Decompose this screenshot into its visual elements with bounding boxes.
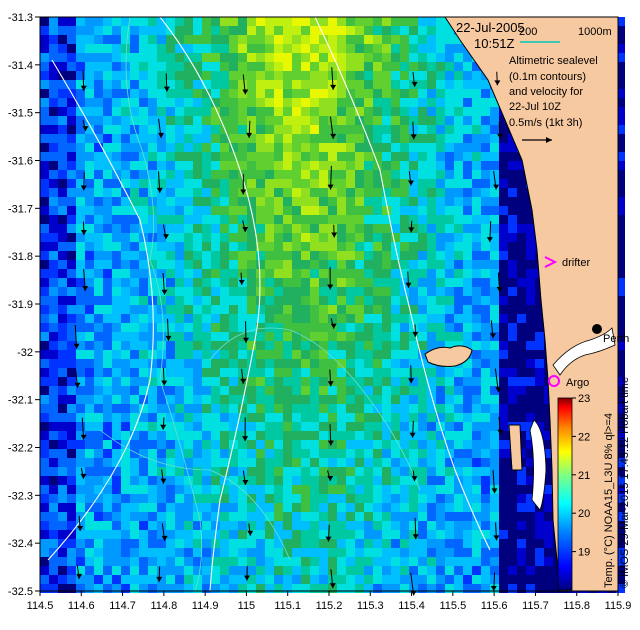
y-tick-label: -32.3 xyxy=(8,490,33,502)
perth-label: Perth xyxy=(603,333,629,345)
y-tick-label: -32.4 xyxy=(8,538,33,550)
drifter-label: drifter xyxy=(562,257,590,269)
x-tick-label: 114.8 xyxy=(150,600,177,612)
sealevel-contour-2 xyxy=(209,327,421,491)
x-tick-label: 115 xyxy=(238,600,256,612)
colorbar-gradient xyxy=(557,397,573,591)
isobath-east xyxy=(314,16,491,551)
x-tick-label: 115.1 xyxy=(274,600,301,612)
y-tick-label: -32.1 xyxy=(8,395,33,407)
y-tick-label: -31.6 xyxy=(8,156,33,168)
isobath-mid xyxy=(159,16,261,592)
argo-marker xyxy=(548,375,560,387)
perth-marker xyxy=(592,324,602,334)
x-tick-label: 114.7 xyxy=(109,600,136,612)
y-tick-label: -32 xyxy=(17,347,33,359)
x-tick-label: 115.6 xyxy=(481,600,508,612)
colorbar-tick-label: 19 xyxy=(578,547,590,559)
y-tick-label: -31.9 xyxy=(8,299,33,311)
garden-island xyxy=(508,424,523,471)
x-tick-label: 115.4 xyxy=(398,600,425,612)
colorbar-tick-label: 20 xyxy=(578,508,590,520)
scale-bar-label: 200 xyxy=(519,26,537,38)
info-line-5: 0.5m/s (1kt 3h) xyxy=(509,117,582,129)
swan-river xyxy=(552,327,616,376)
velocity-arrows xyxy=(73,67,504,596)
argo-label: Argo xyxy=(566,377,589,389)
info-line-2: (0.1m contours) xyxy=(509,71,586,83)
y-axis: -31.3 -31.4 -31.5 -31.6 -31.7 -31.8 -31.9 -32 -3… xyxy=(8,12,40,598)
info-line-4: 22-Jul 10Z xyxy=(509,101,561,113)
legend-arrowhead xyxy=(546,137,552,143)
x-tick-label: 114.5 xyxy=(27,600,54,612)
x-tick-label: 115.9 xyxy=(605,600,632,612)
sealevel-contour-1 xyxy=(125,16,203,592)
x-tick-label: 114.6 xyxy=(68,600,95,612)
colorbar xyxy=(557,397,573,591)
x-tick-label: 115.7 xyxy=(522,600,549,612)
time-label: 10:51Z xyxy=(474,36,515,51)
info-line-1: Altimetric sealevel xyxy=(509,55,598,67)
colorbar-ticks: 19 20 21 22 23 xyxy=(572,393,590,559)
isobath-west xyxy=(47,59,154,561)
colorbar-tick-label: 23 xyxy=(578,393,590,405)
colorbar-label: Temp. (°C) NOAA15_L3U 8% ql>=4 xyxy=(603,413,615,588)
colorbar-tick-label: 21 xyxy=(578,470,590,482)
drifter-marker xyxy=(544,256,558,268)
y-tick-label: -31.5 xyxy=(8,108,33,120)
cockburn-sound xyxy=(529,419,547,511)
colorbar-tick-label: 22 xyxy=(578,431,590,443)
sealevel-contour-3 xyxy=(99,429,291,561)
x-tick-label: 115.3 xyxy=(357,600,384,612)
scale-depth-label: 1000m xyxy=(578,26,612,38)
date-label: 22-Jul-2005 xyxy=(456,20,525,35)
info-line-3: and velocity for xyxy=(509,86,583,98)
x-tick-label: 114.9 xyxy=(192,600,219,612)
credit-text: © IMOS 29-Mar-2015 17:43:12 Hobart time xyxy=(619,377,631,588)
x-tick-label: 115.2 xyxy=(316,600,343,612)
rottnest-island xyxy=(424,345,473,367)
y-tick-label: -32.2 xyxy=(8,443,33,455)
y-tick-label: -31.3 xyxy=(8,12,33,24)
x-axis: 114.5 114.6 114.7 114.8 114.9 115 115.1 115.2 11… xyxy=(27,591,632,612)
y-tick-label: -31.8 xyxy=(8,251,33,263)
x-tick-label: 115.5 xyxy=(439,600,466,612)
y-tick-label: -31.7 xyxy=(8,203,33,215)
y-tick-label: -31.4 xyxy=(8,60,33,72)
x-tick-label: 115.8 xyxy=(563,600,590,612)
y-tick-label: -32.5 xyxy=(8,586,33,598)
